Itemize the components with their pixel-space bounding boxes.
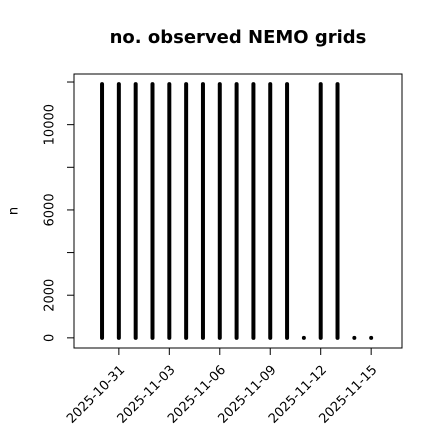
bars <box>100 82 374 340</box>
y-tick-label: 6000 <box>43 193 58 226</box>
chart-title: no. observed NEMO grids <box>110 27 367 48</box>
plot-box <box>73 73 403 349</box>
y-tick-label: 10000 <box>43 104 58 145</box>
y-tick-label: 2000 <box>43 279 58 312</box>
y-tick-label: 0 <box>43 334 58 342</box>
y-axis-label: n <box>7 207 22 215</box>
